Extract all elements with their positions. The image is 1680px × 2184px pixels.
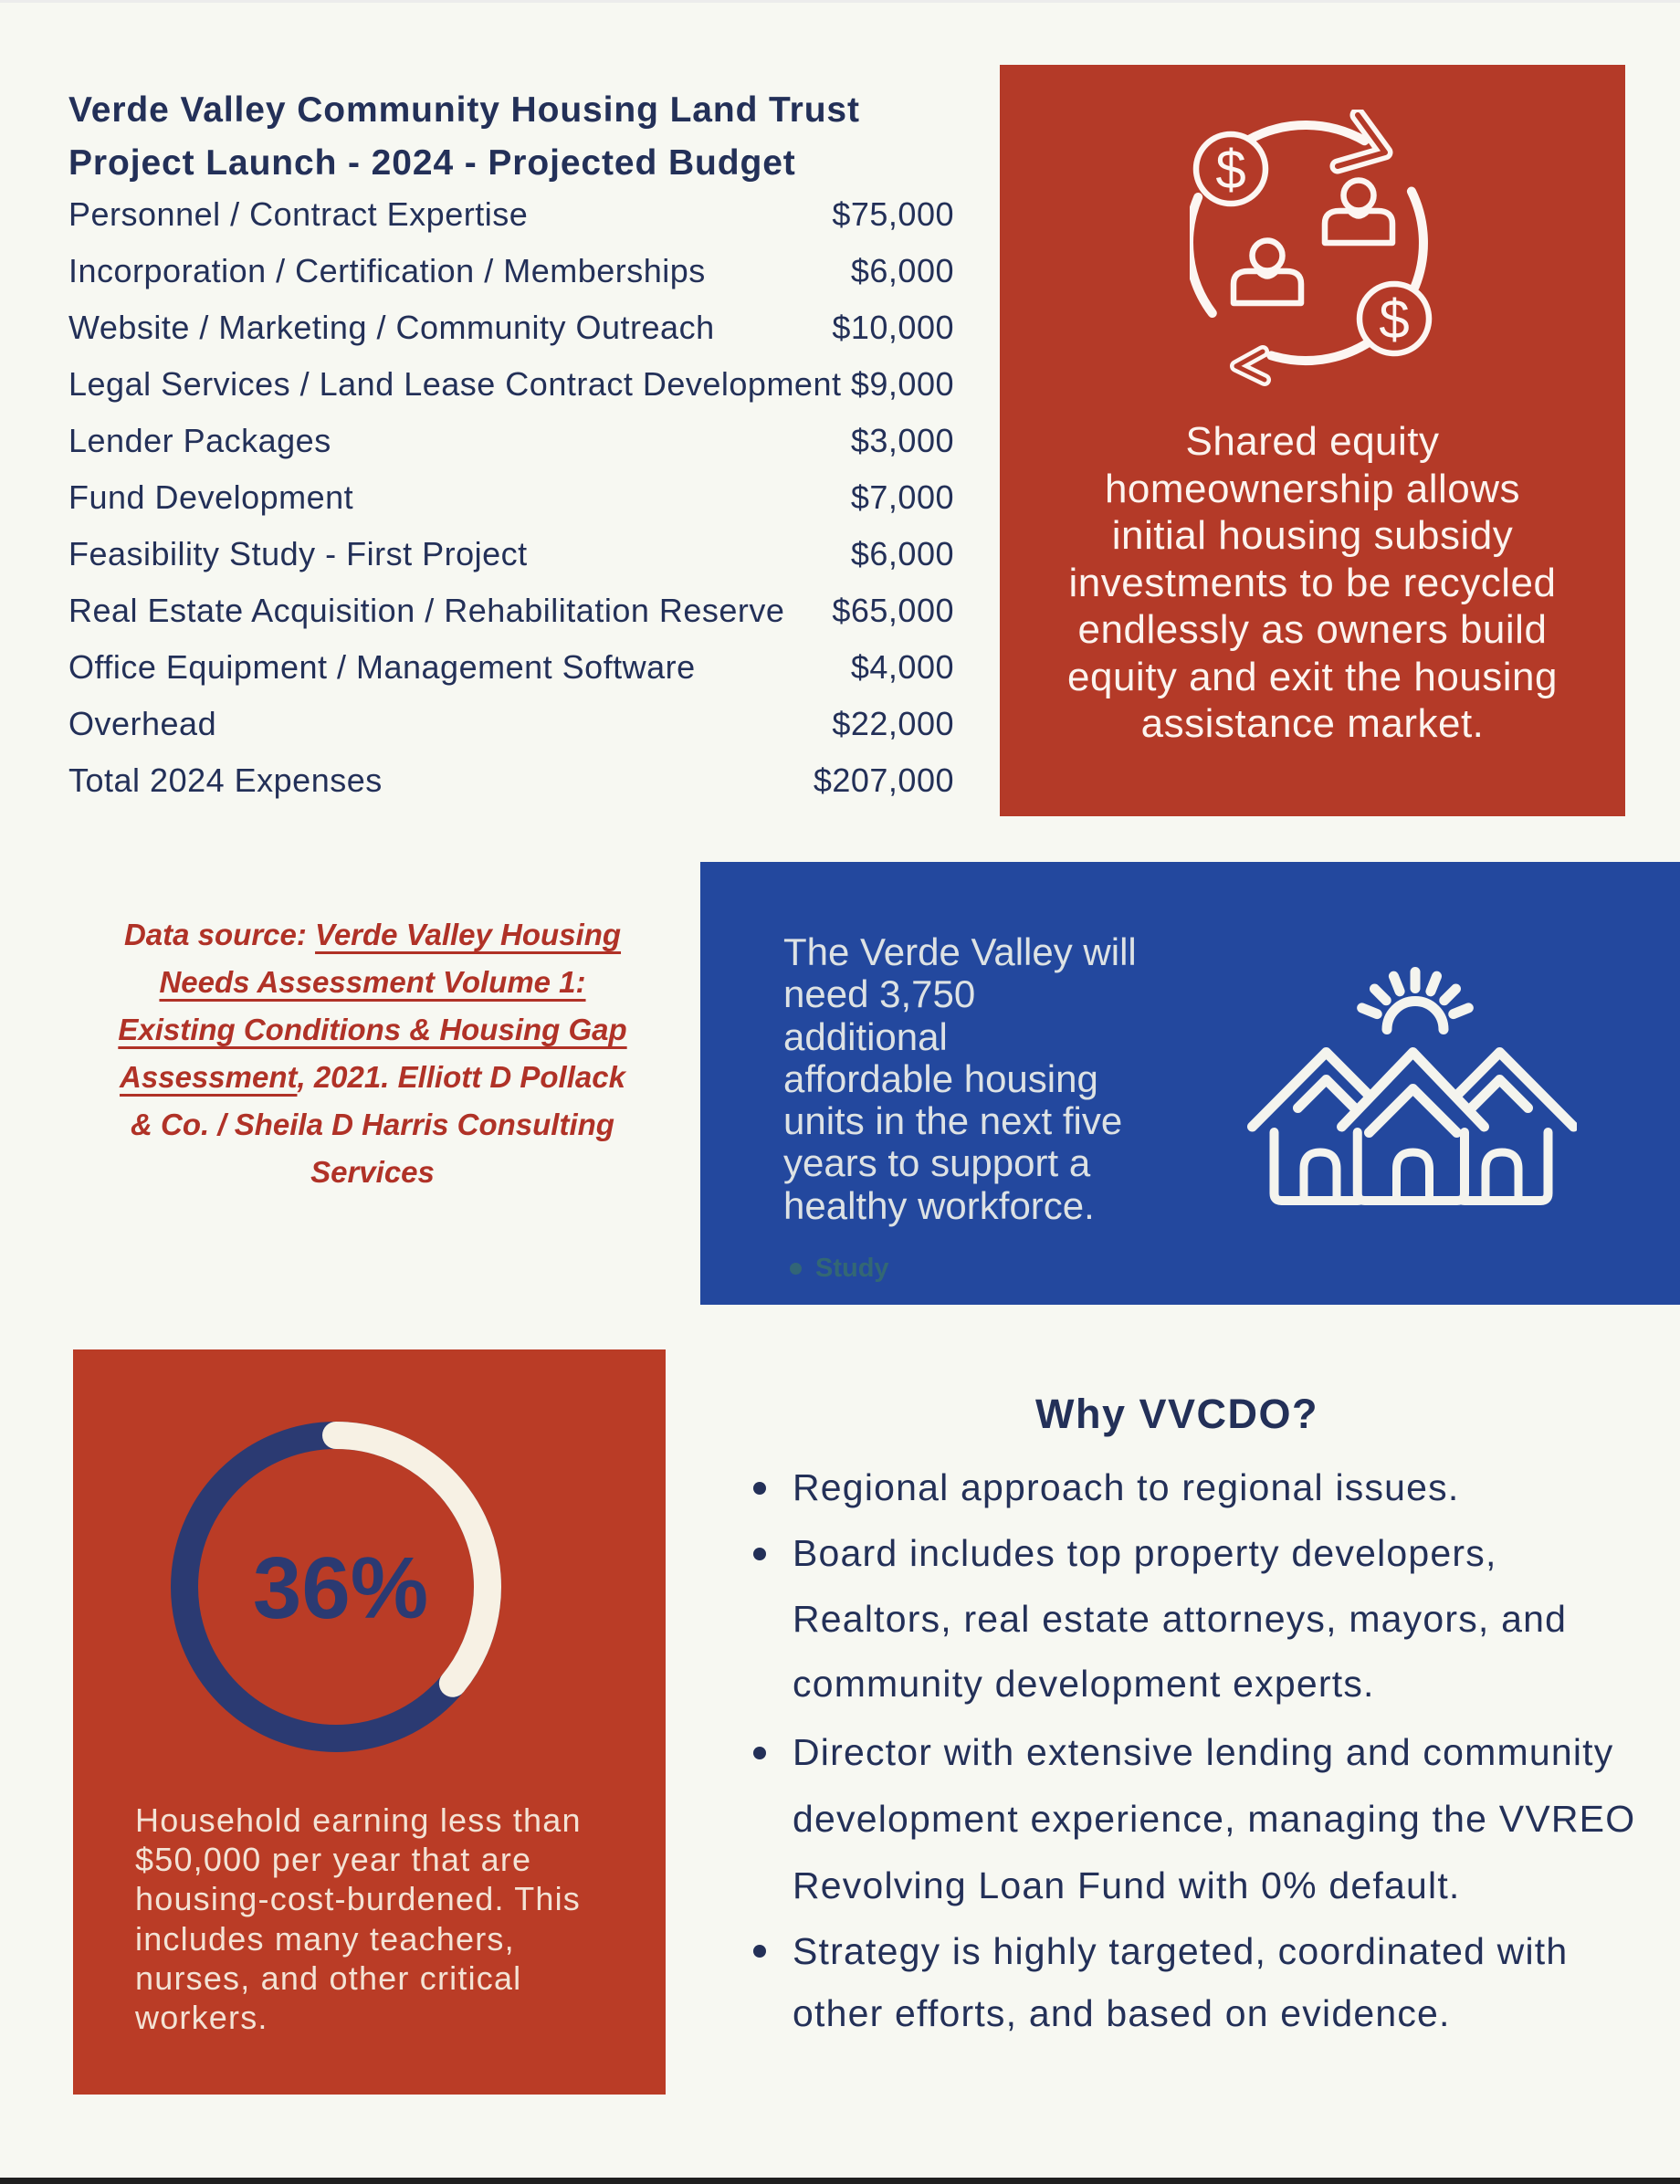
svg-text:$: $ [1379, 289, 1409, 350]
svg-text:$: $ [1215, 139, 1245, 200]
